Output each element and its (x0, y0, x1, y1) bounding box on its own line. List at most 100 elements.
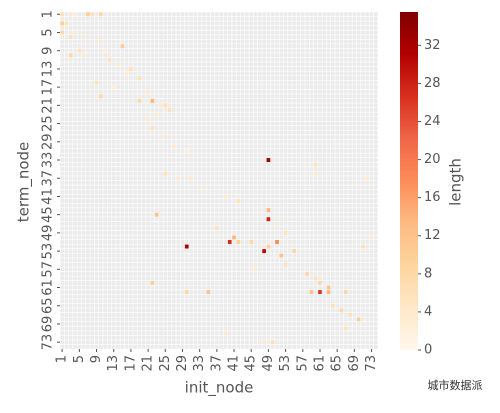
heat-cell (369, 235, 374, 240)
heat-cell (189, 176, 193, 181)
heat-cell (249, 240, 254, 244)
heat-cell (184, 290, 189, 295)
heat-cell (150, 280, 155, 285)
heat-cell (215, 226, 219, 231)
heat-cell (98, 39, 103, 44)
x-tick-label: 33 (192, 355, 207, 372)
y-tick-label: 5 (41, 28, 56, 36)
heat-cell (227, 240, 232, 244)
heat-cell (163, 135, 168, 140)
heat-cell (331, 303, 335, 308)
heat-cell (90, 12, 95, 17)
x-tick-label: 41 (227, 355, 242, 372)
heat-cell (154, 112, 159, 117)
heat-cell (107, 57, 112, 62)
x-tick-label: 5 (72, 355, 87, 363)
heat-cell (159, 103, 163, 108)
heat-cell (206, 290, 211, 295)
colorbar-label: length (447, 158, 465, 206)
heat-cell (305, 271, 309, 276)
y-tick-label: 45 (41, 206, 56, 223)
heat-cell (163, 171, 168, 176)
heat-cell (68, 53, 73, 58)
heat-cell (283, 230, 288, 235)
heat-cell (111, 85, 116, 90)
y-tick-label: 73 (41, 334, 56, 351)
heat-cell (146, 117, 150, 121)
heat-cell (137, 98, 142, 103)
heat-cell (150, 98, 155, 103)
y-tick-label: 65 (41, 297, 56, 314)
heat-cell (283, 262, 288, 267)
watermark: 城市数据派 (428, 378, 483, 392)
colorbar-tick-label: 12 (424, 228, 441, 243)
heat-cell (326, 285, 331, 290)
heat-cell (103, 48, 107, 53)
y-tick-label: 57 (41, 261, 56, 278)
heat-cell (262, 249, 266, 254)
heat-cell (326, 290, 331, 295)
x-tick-label: 45 (244, 355, 259, 372)
heat-cell (150, 126, 155, 131)
heat-cell (172, 144, 176, 149)
heat-cell (81, 53, 86, 58)
heat-cell (339, 308, 344, 313)
y-tick-label: 1 (41, 10, 56, 18)
heat-cell (343, 290, 348, 295)
x-tick-label: 73 (364, 355, 379, 372)
heat-cell (266, 244, 271, 249)
x-tick-label: 9 (89, 355, 104, 363)
colorbar-tick-label: 4 (424, 304, 432, 319)
heat-cell (60, 12, 64, 17)
heat-cell (343, 326, 348, 331)
heat-cell (154, 212, 159, 217)
heat-cell (309, 290, 314, 295)
heat-cell (236, 240, 241, 244)
heat-cell (98, 94, 103, 99)
heat-cell (81, 35, 86, 40)
heat-cell (270, 340, 275, 345)
colorbar-tick-label: 20 (424, 152, 441, 167)
x-tick-label: 49 (261, 355, 276, 372)
heat-cell (318, 290, 322, 295)
x-tick-label: 21 (141, 355, 156, 372)
heat-cell (184, 148, 189, 153)
colorbar-tick-label: 24 (424, 114, 441, 129)
heat-cell (292, 249, 297, 254)
heat-cell (361, 244, 365, 249)
y-tick-label: 21 (41, 97, 56, 114)
heat-cell (60, 30, 64, 35)
heat-cell (318, 280, 322, 285)
heat-cell (137, 76, 142, 81)
heat-cell (163, 103, 168, 108)
heat-cell (266, 217, 271, 222)
colorbar (400, 12, 418, 350)
x-tick-label: 65 (330, 355, 345, 372)
colorbar-tick-label: 28 (424, 76, 441, 91)
heat-cell (365, 176, 370, 181)
heat-cell (253, 267, 258, 272)
colorbar-tick-label: 8 (424, 266, 432, 281)
y-tick-label: 17 (41, 79, 56, 96)
y-tick-label: 61 (41, 279, 56, 296)
heat-cell (184, 244, 189, 249)
heat-cell (223, 331, 228, 336)
y-tick-label: 33 (41, 152, 56, 169)
y-tick-label: 13 (41, 61, 56, 78)
heat-cell (129, 66, 133, 71)
heat-cell (146, 89, 150, 94)
x-tick-label: 13 (106, 355, 121, 372)
x-tick-label: 25 (158, 355, 173, 372)
heat-cell (98, 12, 103, 17)
colorbar-tick-label: 16 (424, 190, 441, 205)
heat-cell (275, 221, 279, 226)
heat-cell (120, 44, 125, 49)
heat-cell (176, 176, 181, 181)
heat-cell (313, 276, 318, 281)
y-tick-label: 37 (41, 170, 56, 187)
y-tick-label: 41 (41, 188, 56, 205)
y-tick-label: 29 (41, 134, 56, 151)
heat-cell (94, 80, 99, 85)
heat-cell (279, 253, 284, 258)
